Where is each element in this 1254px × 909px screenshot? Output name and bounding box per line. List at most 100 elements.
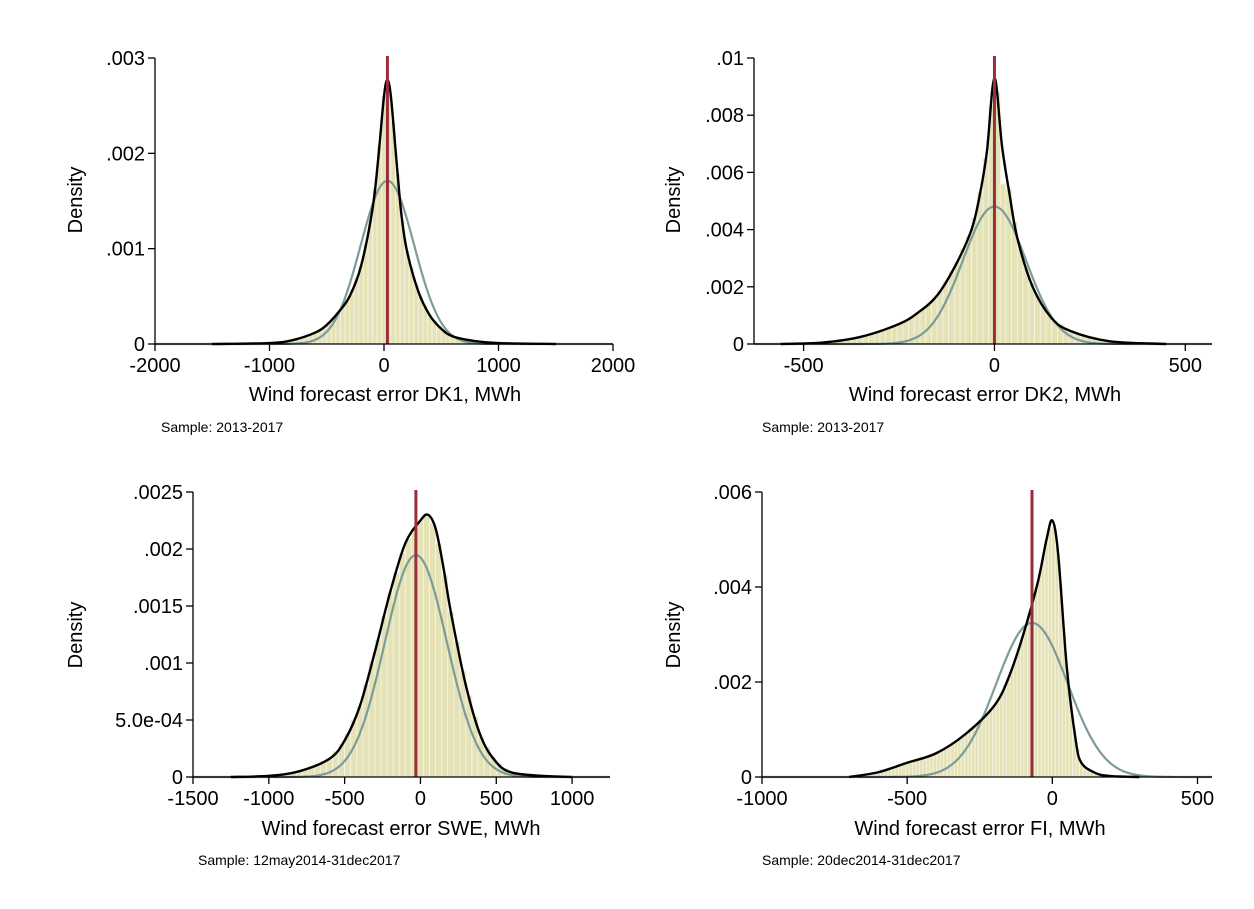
fi-histogram-bar	[1013, 658, 1018, 778]
dk2-histogram-bar	[1005, 188, 1013, 345]
dk2-xlabel: Wind forecast error DK2, MWh	[849, 384, 1121, 406]
swe-density-panel: Density Wind forecast error SWE, MWh Sam…	[65, 482, 610, 868]
fi-y-tick-label: .002	[713, 672, 752, 694]
fi-histogram-bar	[981, 715, 986, 778]
fi-histogram-bar	[1023, 625, 1028, 778]
fi-histogram-bar	[999, 691, 1004, 778]
fi-histogram-bar	[901, 763, 906, 778]
fi-histogram-bar	[911, 760, 917, 778]
fi-xlabel: Wind forecast error FI, MWh	[854, 818, 1105, 840]
fi-histogram-bar	[950, 742, 955, 778]
swe-histogram-bar	[441, 574, 449, 778]
swe-y-tick-label: 0	[172, 767, 183, 789]
fi-x-tick-label: -1000	[736, 788, 787, 810]
dk1-histogram-bar	[381, 95, 387, 345]
fi-histogram-bar	[939, 749, 945, 778]
swe-ylabel: Density	[65, 602, 87, 669]
dk2-ylabel: Density	[663, 167, 685, 234]
fi-histogram-bar	[1009, 668, 1014, 778]
dk1-histogram-bar	[367, 219, 373, 345]
fi-histogram-bar	[918, 757, 924, 778]
fi-histogram-bar	[1033, 588, 1039, 778]
swe-histogram-bar	[447, 611, 455, 778]
dk2-y-tick-label: 0	[733, 334, 744, 356]
dk2-histogram-bar	[1028, 283, 1035, 345]
dk1-density-panel: Density Wind forecast error DK1, MWh Sam…	[65, 48, 635, 435]
dk2-histogram-bar	[1016, 246, 1024, 345]
fi-histogram-bar	[988, 708, 993, 778]
fi-kernel-density-line	[848, 519, 1140, 779]
swe-sample-note: Sample: 12may2014-31dec2017	[198, 852, 401, 868]
swe-xlabel: Wind forecast error SWE, MWh	[262, 818, 541, 840]
dk1-x-tick-label: 1000	[476, 355, 521, 377]
swe-histogram-bar	[368, 662, 376, 778]
swe-histogram-bar	[362, 684, 370, 778]
swe-y-tick-label: 5.0e-04	[115, 710, 183, 732]
fi-histogram-bar	[905, 762, 910, 778]
swe-histogram-bar	[435, 543, 443, 778]
swe-y-tick-label: .002	[144, 539, 183, 561]
fi-x-tick-label: 500	[1181, 788, 1214, 810]
swe-histogram-bar	[356, 705, 364, 778]
dk2-histogram-bar	[913, 312, 921, 345]
dk1-histogram-bar	[376, 145, 383, 345]
dk2-kernel-density-line	[780, 76, 1167, 346]
dk2-histogram-bar	[1011, 221, 1018, 345]
dk2-x-tick-label: 500	[1169, 355, 1202, 377]
dk1-y-tick-label: .003	[106, 48, 145, 70]
dk2-histogram-bar	[925, 302, 932, 345]
swe-histogram-bar	[429, 522, 437, 778]
fi-histogram-bar	[1006, 677, 1011, 778]
dk1-histogram-bar	[340, 305, 346, 345]
dk2-y-tick-label: .002	[705, 277, 744, 299]
dk2-y-tick-label: .01	[716, 48, 744, 70]
dk1-sample-note: Sample: 2013-2017	[161, 419, 283, 435]
fi-histogram-bar	[946, 744, 952, 778]
swe-histogram-bar	[404, 538, 412, 778]
dk2-y-tick-label: .004	[705, 220, 744, 242]
dk1-y-tick-label: .002	[106, 143, 145, 165]
fi-histogram-bar	[1002, 684, 1007, 778]
fi-y-tick-label: .004	[713, 577, 752, 599]
fi-histogram-bar	[985, 712, 990, 778]
dk1-histogram-bar	[353, 277, 360, 345]
fi-histogram-bar	[908, 761, 913, 778]
dk2-y-tick-label: .008	[705, 105, 744, 127]
dk2-y-tick-label: .006	[705, 162, 744, 184]
fi-histogram-bar	[1037, 573, 1042, 778]
fi-x-tick-label: 0	[1047, 788, 1058, 810]
fi-histogram-bar	[1026, 613, 1032, 778]
dk1-histogram-bar	[390, 121, 396, 345]
swe-histogram-bar	[423, 515, 430, 778]
dk2-histogram-bar	[999, 183, 1007, 345]
dk1-histogram-bar	[358, 265, 364, 345]
fi-histogram-bar	[915, 758, 920, 778]
swe-y-tick-label: .0015	[133, 596, 183, 618]
swe-kernel-density-line	[230, 513, 573, 779]
swe-x-tick-label: -1000	[243, 788, 294, 810]
fi-y-tick-label: 0	[741, 767, 752, 789]
swe-histogram-bar	[398, 552, 406, 778]
dk2-density-panel: Density Wind forecast error DK2, MWh Sam…	[663, 48, 1212, 435]
dk1-histogram-bar	[349, 289, 355, 345]
swe-x-tick-label: -1500	[167, 788, 218, 810]
swe-x-tick-label: 1000	[550, 788, 595, 810]
fi-histogram-bar	[1016, 647, 1021, 778]
fi-histogram-bar	[992, 705, 997, 778]
fi-histogram-bar	[1040, 556, 1046, 778]
dk1-y-tick-label: 0	[134, 334, 145, 356]
fi-histogram-bar	[1044, 539, 1049, 778]
dk1-x-tick-label: -2000	[129, 355, 180, 377]
fi-y-tick-label: .006	[713, 482, 752, 504]
swe-y-tick-label: .0025	[133, 482, 183, 504]
swe-x-tick-label: -500	[325, 788, 365, 810]
dk1-ylabel: Density	[65, 167, 87, 234]
fi-density-panel: Density Wind forecast error FI, MWh Samp…	[663, 482, 1214, 868]
swe-x-tick-label: 500	[480, 788, 513, 810]
swe-histogram-bar	[453, 640, 461, 778]
dk2-histogram-bar	[982, 157, 990, 345]
fi-histogram-bar	[967, 729, 973, 778]
dk1-histogram-bar	[404, 250, 410, 345]
dk1-x-tick-label: -1000	[244, 355, 295, 377]
dk2-histogram-bar	[896, 323, 904, 345]
